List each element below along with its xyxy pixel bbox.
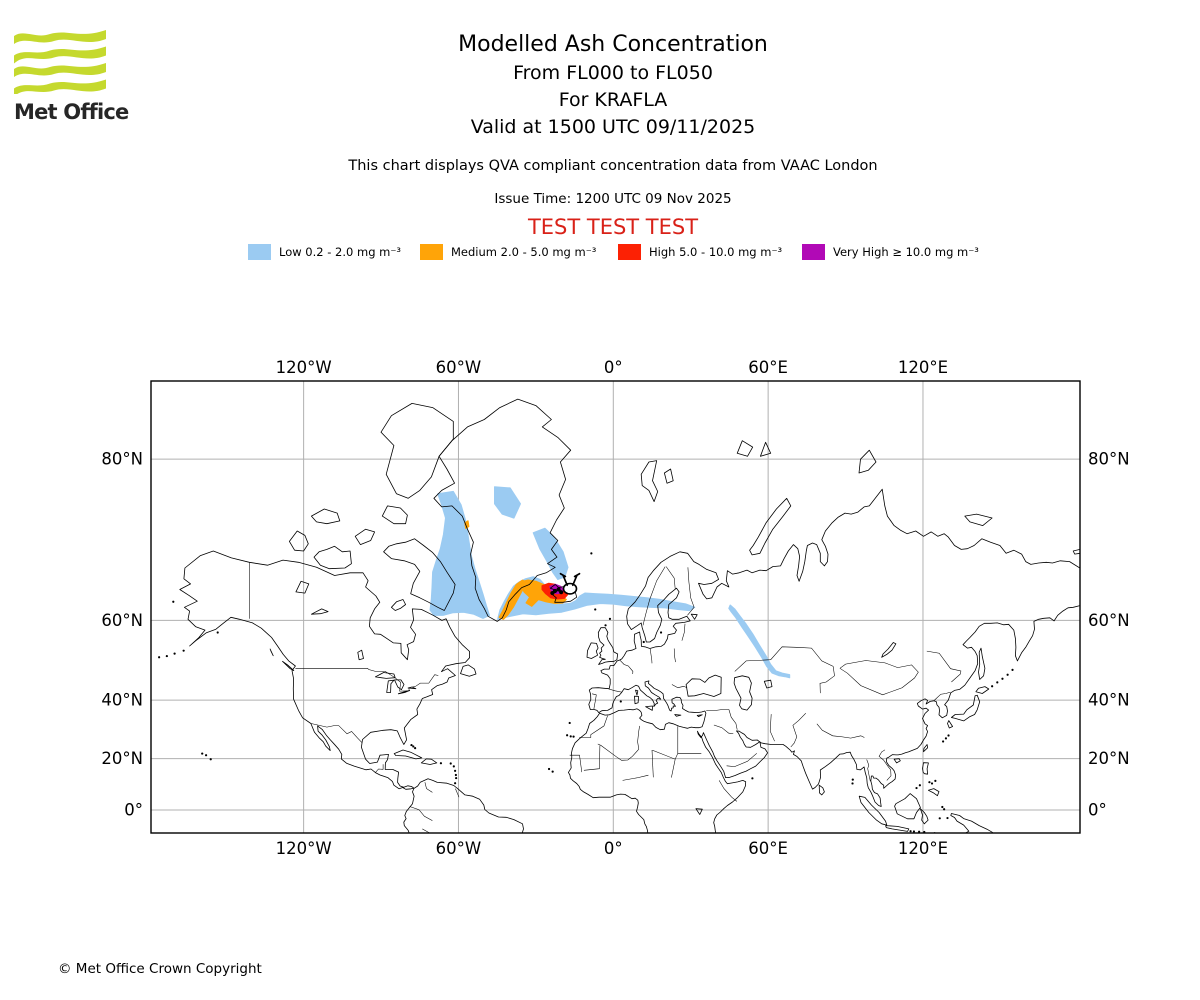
page-title: Modelled Ash Concentration: [458, 32, 768, 57]
ash-area-medium: [519, 579, 567, 607]
legend-item-very-high: Very High ≥ 10.0 mg m⁻³: [802, 243, 979, 261]
issue-time: Issue Time: 1200 UTC 09 Nov 2025: [494, 191, 732, 207]
met-office-logo: Met Office: [14, 28, 134, 124]
lat-tick-left: 80°N: [101, 450, 143, 469]
lon-tick-top: 0°: [604, 358, 623, 377]
legend-swatch-very-high: [802, 244, 825, 260]
subtitle-flight-levels: From FL000 to FL050: [513, 62, 713, 84]
legend-swatch-high: [618, 244, 641, 260]
lon-tick-top: 120°E: [898, 358, 948, 377]
legend-label-high: High 5.0 - 10.0 mg m⁻³: [649, 245, 783, 259]
lon-tick-bottom: 120°E: [898, 839, 948, 858]
lon-tick-top: 120°W: [276, 358, 332, 377]
ash-spot: [556, 587, 561, 592]
ash-spot: [559, 590, 564, 595]
legend-label-low: Low 0.2 - 2.0 mg m⁻³: [279, 245, 402, 259]
logo-wordmark: Met Office: [14, 100, 129, 124]
ash-area-low: [429, 490, 490, 619]
legend-item-high: High 5.0 - 10.0 mg m⁻³: [618, 243, 782, 261]
legend-label-very-high: Very High ≥ 10.0 mg m⁻³: [833, 245, 979, 259]
test-banner: TEST TEST TEST: [527, 215, 699, 239]
lon-tick-bottom: 0°: [604, 839, 623, 858]
volcano-marker-krafla: [559, 572, 581, 595]
logo-waves-icon: [14, 30, 106, 97]
legend: Low 0.2 - 2.0 mg m⁻³ Medium 2.0 - 5.0 mg…: [0, 243, 1200, 263]
map-canvas: [151, 381, 1080, 833]
lat-tick-left: 0°: [124, 801, 143, 820]
ash-area-low: [728, 604, 791, 679]
ash-area-medium: [464, 520, 470, 529]
lat-tick-left: 60°N: [101, 611, 143, 630]
lon-tick-bottom: 60°W: [436, 839, 482, 858]
legend-swatch-medium: [420, 244, 443, 260]
subtitle-volcano: For KRAFLA: [558, 89, 668, 111]
lat-tick-left: 20°N: [101, 749, 143, 768]
lat-tick-right: 80°N: [1088, 450, 1130, 469]
lat-tick-right: 0°: [1088, 801, 1107, 820]
subtitle-valid-time: Valid at 1500 UTC 09/11/2025: [470, 116, 756, 138]
lat-tick-right: 60°N: [1088, 611, 1130, 630]
legend-swatch-low: [248, 244, 271, 260]
lon-tick-bottom: 120°W: [276, 839, 332, 858]
copyright: © Met Office Crown Copyright: [58, 961, 262, 977]
lat-tick-left: 40°N: [101, 691, 143, 710]
lon-tick-top: 60°W: [436, 358, 482, 377]
lon-tick-top: 60°E: [748, 358, 788, 377]
legend-item-medium: Medium 2.0 - 5.0 mg m⁻³: [420, 243, 596, 261]
ash-area-low: [497, 576, 696, 620]
ash-concentration-map: 120°W 120°W 60°W 60°W 0° 0° 60°E 60°E 120°E 120°E…: [101, 358, 1130, 858]
legend-item-low: Low 0.2 - 2.0 mg m⁻³: [248, 243, 401, 261]
title-block: Modelled Ash Concentration From FL000 to…: [0, 30, 1200, 141]
qva-note: This chart displays QVA compliant concen…: [348, 158, 878, 174]
legend-label-medium: Medium 2.0 - 5.0 mg m⁻³: [451, 245, 597, 259]
ash-area-low: [494, 486, 521, 519]
ash-area-low: [532, 527, 569, 580]
lat-tick-right: 20°N: [1088, 749, 1130, 768]
lon-tick-bottom: 60°E: [748, 839, 788, 858]
map-frame: [150, 380, 1081, 834]
lat-tick-right: 40°N: [1088, 691, 1130, 710]
